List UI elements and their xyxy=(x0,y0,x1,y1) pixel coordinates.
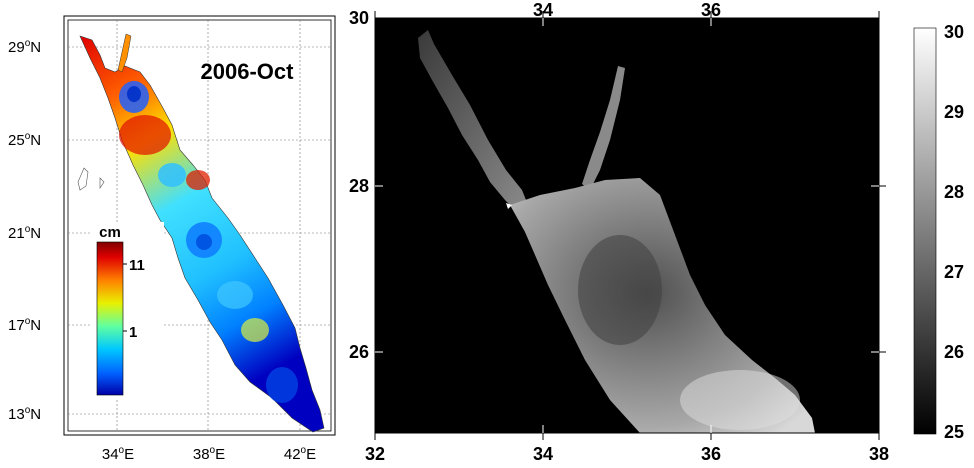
light-south-region xyxy=(680,370,800,430)
dark-eddy-core xyxy=(578,235,662,345)
eddy-cyan-23n xyxy=(158,163,186,187)
left-colorbar-label-11: 11 xyxy=(129,257,145,274)
gulf-of-aqaba-field xyxy=(582,66,625,190)
right-y-labels: 30 28 26 xyxy=(349,8,369,362)
x-label-34: 34 xyxy=(533,444,553,464)
white-point-marker xyxy=(506,203,512,209)
right-map-frame xyxy=(374,17,880,434)
lat-label-25: 25oN xyxy=(8,131,41,149)
eddy-blue-15n xyxy=(266,367,298,403)
left-map-frame-inner xyxy=(67,19,332,432)
eddy-cyan-18n xyxy=(217,281,253,309)
eddy-red-25n xyxy=(119,115,171,155)
cbar-label-26: 26 xyxy=(944,342,964,362)
coast-islands xyxy=(77,167,105,191)
cbar-label-25: 25 xyxy=(944,422,964,442)
eddy-blue-21n-core xyxy=(196,234,212,250)
x-label-38: 38 xyxy=(869,444,889,464)
cbar-label-29: 29 xyxy=(944,102,964,122)
x-label-32: 32 xyxy=(365,444,385,464)
right-x-labels: 32 34 36 38 34 36 xyxy=(365,0,889,464)
x-top-label-36: 36 xyxy=(701,0,721,20)
lon-label-38: 38oE xyxy=(193,445,225,463)
northern-red-sea-field xyxy=(510,178,815,433)
left-colorbar-label-1: 1 xyxy=(129,324,137,341)
cbar-label-30: 30 xyxy=(944,22,964,42)
x-top-label-34: 34 xyxy=(533,0,553,20)
eddy-yellow-17n xyxy=(241,318,269,342)
left-colorbar: cm 11 1 xyxy=(92,222,164,400)
gulf-of-suez-field xyxy=(418,30,528,210)
lon-label-42: 42oE xyxy=(284,445,316,463)
eddy-blue-north-core xyxy=(127,86,141,102)
left-colorbar-unit: cm xyxy=(99,224,121,241)
right-colorbar-ramp xyxy=(913,27,937,435)
lat-label-29: 29oN xyxy=(8,38,41,56)
right-map-panel: 32 34 36 38 34 36 30 28 26 30 29 28 27 2… xyxy=(349,0,964,464)
right-map-ticks xyxy=(375,18,879,433)
y-label-28: 28 xyxy=(349,176,369,196)
lat-label-17: 17oN xyxy=(8,316,41,334)
eddy-red-23n xyxy=(186,170,210,190)
right-colorbar-labels: 30 29 28 27 26 25 xyxy=(944,22,964,442)
left-map-panel: 2006-Oct 29oN 25oN 21oN 17oN 13oN 34oE 3… xyxy=(8,15,336,463)
lon-label-34: 34oE xyxy=(102,445,134,463)
map-title: 2006-Oct xyxy=(201,59,295,84)
right-map-outer-ticks xyxy=(374,11,886,440)
right-colorbar: 30 29 28 27 26 25 xyxy=(913,22,964,442)
y-label-26: 26 xyxy=(349,342,369,362)
cbar-label-27: 27 xyxy=(944,262,964,282)
lat-labels: 29oN 25oN 21oN 17oN 13oN xyxy=(8,38,41,423)
y-label-30: 30 xyxy=(349,8,369,28)
cbar-label-28: 28 xyxy=(944,182,964,202)
gulf-of-aqaba xyxy=(117,33,132,73)
left-colorbar-ramp xyxy=(96,241,124,396)
lat-label-21: 21oN xyxy=(8,224,41,242)
lat-label-13: 13oN xyxy=(8,405,41,423)
lon-labels: 34oE 38oE 42oE xyxy=(102,445,316,463)
x-label-36: 36 xyxy=(701,444,721,464)
